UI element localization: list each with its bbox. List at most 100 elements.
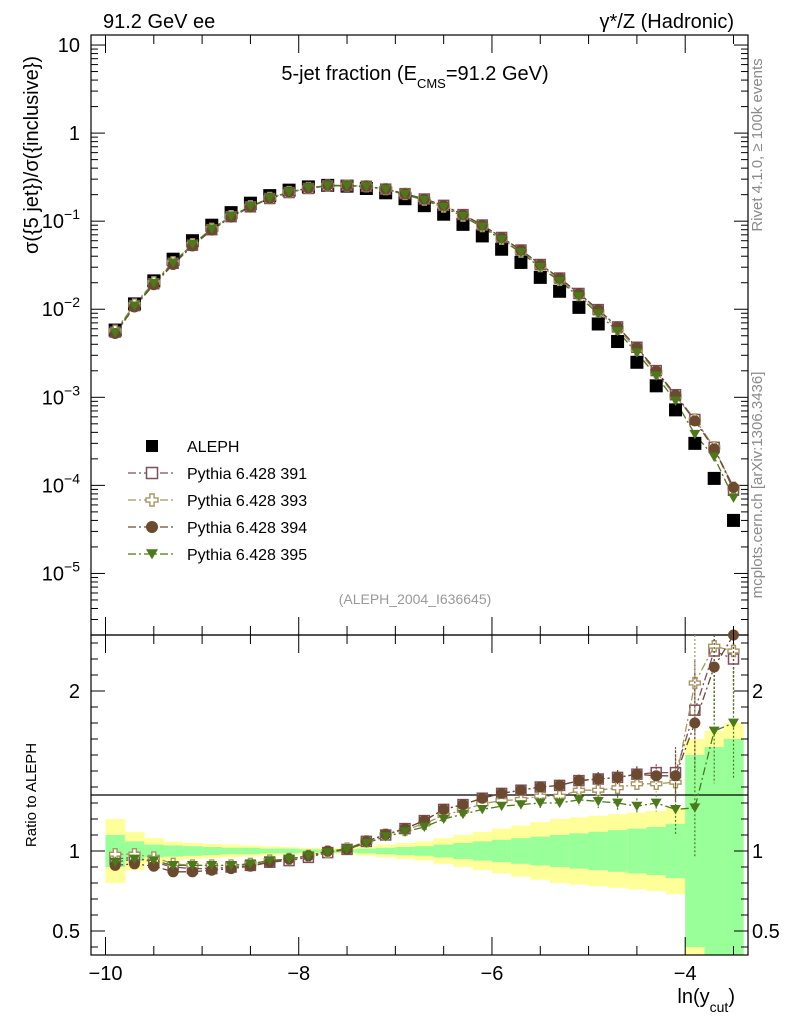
x-tick-label: −10: [89, 963, 123, 985]
pythia-point-4: [302, 183, 314, 194]
main-y-tick-label: 10−1: [42, 206, 80, 233]
ratio-point: [476, 792, 488, 804]
stat-uncertainty-band: [511, 838, 532, 864]
stat-uncertainty-band: [549, 835, 570, 867]
ratio-point: [554, 779, 566, 791]
aleph-point: [649, 379, 663, 393]
pythia-point-4: [554, 276, 566, 287]
pythia-point-4: [380, 185, 392, 195]
stat-uncertainty-band: [491, 839, 512, 863]
ratio-point: [244, 859, 256, 869]
main-y-axis-label: σ({5 jet})/σ({inclusive}): [21, 56, 43, 254]
ratio-point: [515, 800, 527, 810]
ratio-y-tick-label-right: 1: [752, 841, 763, 863]
ratio-point: [592, 784, 605, 797]
aleph-point: [611, 335, 625, 349]
main-y-tick-label: 10−2: [42, 294, 80, 321]
main-y-tick-label: 10−4: [42, 470, 80, 497]
aleph-point: [591, 317, 605, 331]
header-left-label: 91.2 GeV ee: [103, 11, 215, 33]
main-y-tick-label: 10: [58, 35, 80, 57]
pythia-point-4: [109, 328, 121, 338]
x-tick-label: −6: [481, 963, 504, 985]
ratio-point: [438, 814, 450, 824]
ratio-point: [670, 805, 682, 815]
stat-uncertainty-band: [627, 828, 648, 874]
main-y-tick-label: 10−5: [42, 558, 80, 585]
ratio-point: [650, 770, 662, 782]
ratio-point: [360, 838, 372, 848]
header-right-label: γ*/Z (Hadronic): [600, 11, 734, 33]
ratio-point: [631, 768, 643, 780]
aleph-point: [688, 436, 702, 450]
aleph-point: [669, 403, 683, 417]
pythia-point-3: [689, 415, 701, 427]
legend-marker: [145, 466, 159, 480]
pythia-point-4: [631, 348, 643, 358]
pythia-point-4: [708, 452, 720, 462]
pythia-point-4: [573, 292, 585, 302]
ratio-point: [476, 805, 488, 815]
ratio-point: [418, 822, 430, 832]
x-tick-label: −8: [287, 963, 310, 985]
ratio-point: [689, 803, 701, 813]
ratio-point: [708, 661, 720, 673]
ratio-point: [167, 866, 179, 878]
aleph-point: [630, 355, 644, 369]
ratio-point: [728, 718, 740, 728]
ratio-point: [611, 781, 624, 794]
pythia-point-4: [476, 222, 488, 233]
stat-uncertainty-band: [202, 847, 222, 855]
ratio-point: [264, 856, 276, 866]
pythia-point-4: [612, 327, 624, 337]
pythia-point-4: [167, 258, 179, 268]
legend-marker: [145, 493, 159, 507]
pythia-point-4: [515, 248, 527, 258]
ratio-point: [109, 857, 121, 868]
stat-uncertainty-band: [144, 844, 164, 858]
stat-uncertainty-band: [356, 848, 377, 854]
ratio-point: [283, 854, 295, 864]
pythia-point-4: [360, 182, 372, 192]
main-title: 5-jet fraction (ECMS=91.2 GeV): [281, 63, 548, 91]
ratio-point: [341, 845, 353, 855]
main-plot-frame: [90, 34, 749, 636]
ratio-panel: 0.5 0.5 1 1 2 2 Ratio to ALEPH −10 −8 −6 −4 ln(y…: [23, 35, 780, 1015]
pythia-point-4: [341, 181, 353, 191]
pythia-point-4: [457, 212, 469, 222]
ratio-point: [592, 797, 604, 807]
rivet-version-label: Rivet 4.1.0, ≥ 100k events: [749, 58, 766, 231]
pythia-point-3: [708, 443, 720, 455]
legend-entry: ALEPH: [187, 439, 239, 456]
ratio-point: [573, 775, 585, 787]
main-y-ticks: 10 1 10−1 10−2 10−3 10−4 10−5: [42, 35, 748, 636]
ratio-y-ticks: 0.5 0.5 1 1 2 2: [52, 642, 780, 948]
ratio-point: [707, 640, 721, 653]
aleph-point: [495, 242, 509, 256]
pythia-point-4: [650, 371, 662, 381]
pythia-point-4: [728, 493, 740, 503]
ratio-data-marks: [108, 629, 740, 878]
pythia-point-4: [670, 396, 682, 406]
ratio-point: [534, 781, 546, 793]
aleph-point: [475, 229, 489, 243]
ratio-point: [186, 866, 198, 878]
pythia-point-4: [418, 195, 430, 206]
x-ticks: −10 −8 −6 −4: [89, 35, 735, 985]
ratio-point: [380, 832, 392, 842]
stat-uncertainty-band: [704, 747, 725, 955]
stat-uncertainty-band: [723, 739, 744, 955]
stat-uncertainty-band: [472, 841, 493, 861]
legend-marker: [146, 549, 158, 560]
main-data-marks: [108, 178, 741, 527]
ratio-series-line: [115, 634, 735, 873]
legend: ALEPH Pythia 6.428 391 Pythia 6.428 393 Pyt…: [128, 439, 307, 564]
ratio-point: [612, 798, 624, 808]
x-tick-label: −4: [674, 963, 697, 985]
legend-entry: Pythia 6.428 391: [187, 466, 307, 483]
ratio-series-line: [115, 722, 734, 867]
pythia-point-4: [206, 224, 218, 234]
ratio-point: [438, 803, 450, 815]
pythia-point-4: [689, 429, 701, 440]
aleph-point: [553, 284, 567, 298]
